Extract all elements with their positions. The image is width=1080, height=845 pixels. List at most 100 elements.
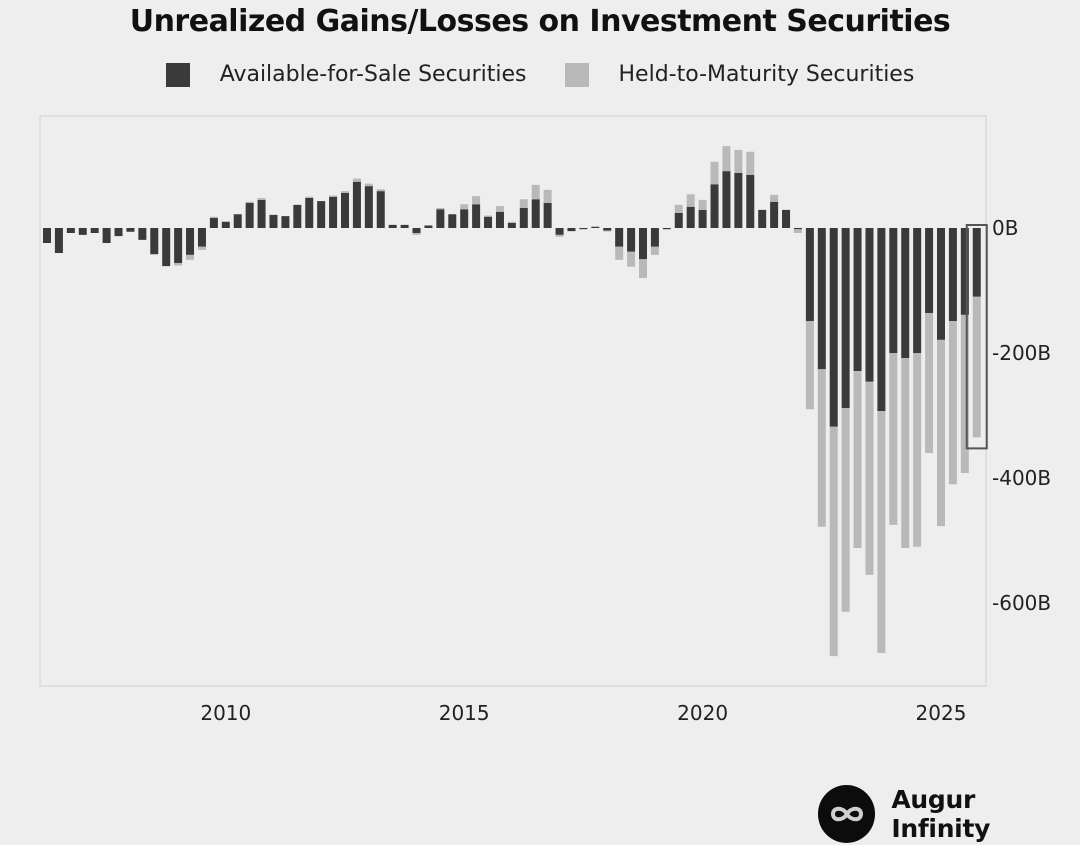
bar-htm-2018Q2 bbox=[615, 246, 624, 260]
bar-afs-2025Q1 bbox=[937, 228, 945, 340]
bar-afs-2024Q1 bbox=[889, 228, 898, 353]
bar-afs-2015Q3 bbox=[484, 216, 493, 228]
x-tick-label: 2025 bbox=[916, 701, 967, 725]
bar-afs-2007Q4 bbox=[114, 228, 123, 237]
brand-name: Augur Infinity bbox=[891, 785, 991, 843]
bar-afs-2018Q4 bbox=[639, 228, 647, 260]
bar-htm-2015Q4 bbox=[495, 206, 504, 212]
bar-afs-2020Q1 bbox=[698, 209, 707, 228]
bar-htm-2024Q3 bbox=[913, 353, 922, 547]
legend-item-htm[interactable]: Held-to-Maturity Securities bbox=[564, 62, 915, 87]
x-tick-label: 2020 bbox=[677, 701, 728, 725]
bar-afs-2012Q1 bbox=[317, 201, 326, 228]
bar-afs-2012Q4 bbox=[352, 181, 361, 228]
bar-htm-2009Q2 bbox=[186, 254, 195, 260]
bar-htm-2022Q1 bbox=[793, 229, 802, 233]
bar-afs-2021Q4 bbox=[782, 209, 791, 228]
bar-htm-2012Q2 bbox=[329, 195, 338, 197]
bar-afs-2021Q2 bbox=[758, 209, 767, 228]
bar-afs-2017Q3 bbox=[579, 228, 588, 230]
bar-htm-2009Q4 bbox=[209, 216, 218, 218]
bar-afs-2024Q4 bbox=[925, 228, 934, 313]
bar-afs-2023Q3 bbox=[865, 228, 874, 382]
bar-afs-2023Q4 bbox=[877, 228, 886, 412]
highlight-box-latest-bar bbox=[965, 224, 988, 450]
bar-afs-2022Q4 bbox=[829, 228, 838, 427]
bar-afs-2021Q1 bbox=[746, 174, 755, 228]
bar-afs-2019Q2 bbox=[662, 228, 671, 230]
bar-afs-2007Q3 bbox=[102, 228, 111, 243]
bar-htm-2018Q1 bbox=[603, 230, 612, 232]
bar-htm-2015Q2 bbox=[472, 196, 481, 205]
infinity-icon bbox=[818, 785, 876, 843]
bar-afs-2017Q4 bbox=[591, 226, 600, 228]
bar-htm-2025Q3 bbox=[960, 314, 969, 473]
bar-htm-2020Q3 bbox=[722, 146, 731, 172]
bar-htm-2016Q3 bbox=[531, 184, 540, 200]
bar-afs-2009Q4 bbox=[209, 218, 218, 228]
bar-afs-2020Q2 bbox=[710, 184, 719, 228]
bar-afs-2012Q2 bbox=[329, 196, 338, 228]
bar-afs-2019Q4 bbox=[686, 206, 695, 228]
bar-htm-2016Q4 bbox=[543, 189, 552, 203]
bar-afs-2009Q3 bbox=[197, 228, 206, 247]
y-tick-label: 0B bbox=[992, 216, 1018, 240]
bar-afs-2011Q4 bbox=[305, 198, 314, 228]
bar-afs-2023Q1 bbox=[841, 228, 850, 408]
bar-htm-2021Q1 bbox=[746, 151, 755, 175]
bar-afs-2025Q4 bbox=[972, 228, 981, 297]
bar-htm-2012Q4 bbox=[352, 178, 361, 182]
bar-htm-2014Q1 bbox=[412, 233, 421, 235]
bar-htm-2012Q3 bbox=[341, 191, 349, 193]
bar-afs-2007Q2 bbox=[90, 228, 99, 233]
bar-htm-2019Q3 bbox=[674, 204, 683, 213]
legend-label-htm: Held-to-Maturity Securities bbox=[618, 62, 915, 87]
bar-htm-2022Q3 bbox=[817, 369, 826, 527]
bar-htm-2024Q2 bbox=[901, 358, 910, 548]
y-tick-label: -600B bbox=[992, 591, 1051, 615]
bar-htm-2025Q2 bbox=[948, 321, 957, 485]
bar-afs-2015Q1 bbox=[460, 209, 469, 228]
bar-htm-2015Q3 bbox=[484, 215, 493, 217]
legend-label-afs: Available-for-Sale Securities bbox=[219, 62, 527, 87]
bar-afs-2007Q1 bbox=[78, 228, 87, 235]
bar-afs-2010Q4 bbox=[257, 199, 266, 228]
brand-logo: Augur Infinity bbox=[818, 785, 1080, 843]
x-tick-label: 2010 bbox=[200, 701, 251, 725]
bar-htm-2025Q1 bbox=[937, 339, 945, 527]
bar-htm-2020Q2 bbox=[710, 161, 719, 185]
bar-htm-2013Q1 bbox=[364, 183, 373, 187]
legend-item-afs[interactable]: Available-for-Sale Securities bbox=[165, 62, 527, 87]
bar-afs-2025Q2 bbox=[948, 228, 957, 322]
bar-afs-2020Q4 bbox=[734, 173, 743, 228]
bar-afs-2020Q3 bbox=[722, 171, 731, 228]
chart-title: Unrealized Gains/Losses on Investment Se… bbox=[129, 4, 951, 39]
bar-afs-2014Q1 bbox=[412, 228, 421, 233]
bar-htm-2018Q4 bbox=[639, 259, 647, 278]
bar-htm-2016Q2 bbox=[519, 199, 528, 208]
bar-afs-2022Q3 bbox=[817, 228, 826, 370]
bar-afs-2024Q3 bbox=[913, 228, 922, 353]
bar-afs-2013Q2 bbox=[376, 191, 385, 228]
bar-htm-2023Q3 bbox=[865, 381, 874, 575]
bar-afs-2016Q3 bbox=[531, 199, 540, 228]
bar-htm-2023Q2 bbox=[853, 371, 862, 548]
bar-afs-2013Q4 bbox=[400, 224, 409, 228]
bar-htm-2011Q4 bbox=[305, 196, 314, 198]
bar-afs-2017Q1 bbox=[555, 228, 564, 235]
bar-afs-2018Q1 bbox=[603, 228, 612, 231]
bar-afs-2015Q4 bbox=[495, 211, 504, 228]
bar-afs-2018Q3 bbox=[627, 228, 636, 252]
bar-htm-2024Q4 bbox=[925, 313, 934, 453]
x-axis: 2010 2015 2020 2025 bbox=[200, 701, 966, 725]
x-tick-label: 2015 bbox=[439, 701, 490, 725]
bar-afs-2016Q1 bbox=[507, 223, 516, 228]
bar-htm-2019Q4 bbox=[686, 194, 695, 207]
y-tick-label: -200B bbox=[992, 341, 1051, 365]
bar-htm-2010Q4 bbox=[257, 198, 266, 200]
bar-htm-2013Q2 bbox=[376, 189, 385, 192]
bar-afs-2012Q3 bbox=[341, 193, 349, 228]
bar-htm-2022Q2 bbox=[805, 321, 814, 410]
bar-afs-2018Q2 bbox=[615, 228, 624, 247]
